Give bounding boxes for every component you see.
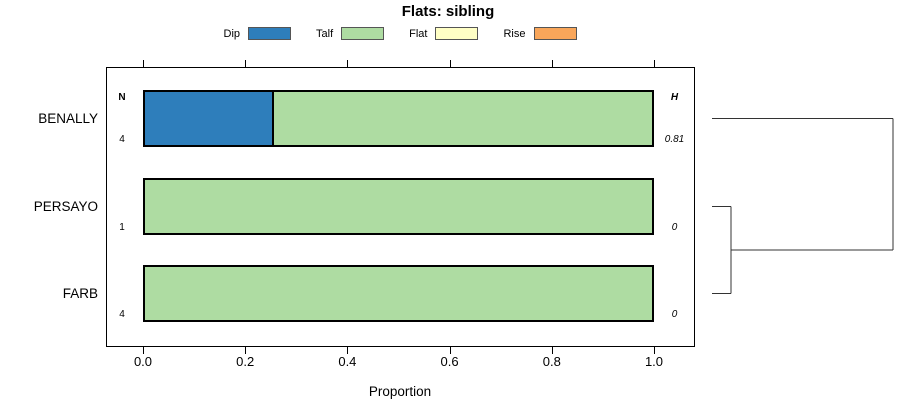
legend-swatch (341, 27, 385, 40)
axis-tick-label: 0.0 (133, 354, 153, 369)
axis-tick-top (143, 60, 144, 67)
stacked-bar (143, 178, 654, 235)
axis-tick-bottom (347, 347, 349, 354)
axis-tick-top (449, 60, 451, 67)
axis-tick-bottom (449, 347, 451, 354)
bar-segment-talf (271, 92, 652, 145)
axis-tick-bottom (551, 347, 553, 354)
stacked-bar (143, 90, 654, 147)
axis-tick-label: 1.0 (644, 354, 664, 369)
h-value: 0 (671, 309, 678, 320)
axis-tick-bottom (245, 347, 247, 354)
legend-swatch (435, 27, 479, 40)
legend-item: Dip (224, 27, 292, 41)
legend-swatch (248, 27, 292, 40)
h-header: H (670, 92, 679, 103)
row-label: FARB (62, 285, 98, 301)
axis-tick-top (654, 60, 655, 67)
n-value: 4 (119, 134, 125, 145)
n-header: N (118, 92, 126, 103)
x-axis-label: Proportion (368, 384, 432, 399)
axis-tick-label: 0.2 (236, 354, 255, 369)
legend: Dip Talf Flat Rise (106, 26, 694, 41)
h-value: 0 (671, 222, 678, 233)
legend-item-label: Rise (503, 27, 526, 40)
legend-item-label: Talf (316, 27, 334, 40)
legend-item: Talf (316, 27, 385, 41)
bar-segment-talf (145, 267, 652, 320)
h-value: 0.81 (664, 134, 685, 145)
axis-tick-label: 0.6 (440, 354, 459, 369)
n-value: 1 (119, 222, 125, 233)
n-value: 4 (119, 309, 125, 320)
axis-tick-label: 0.8 (542, 354, 561, 369)
legend-item-label: Flat (409, 27, 428, 40)
legend-item-label: Dip (223, 27, 241, 40)
axis-tick-top (347, 60, 349, 67)
stacked-bar (143, 265, 654, 322)
bar-segment-talf (145, 180, 652, 233)
bar-segment-dip (145, 92, 272, 145)
axis-tick-top (245, 60, 247, 67)
row-label: BENALLY (38, 110, 98, 126)
axis-tick-label: 0.4 (338, 354, 357, 369)
axis-tick-bottom (654, 347, 655, 354)
legend-swatch (533, 27, 577, 40)
axis-tick-bottom (143, 347, 144, 354)
chart-title: Flats: sibling (401, 3, 495, 20)
row-label: PERSAYO (33, 198, 98, 214)
axis-tick-top (551, 60, 553, 67)
legend-item: Flat (409, 27, 479, 41)
legend-item: Rise (503, 27, 577, 41)
